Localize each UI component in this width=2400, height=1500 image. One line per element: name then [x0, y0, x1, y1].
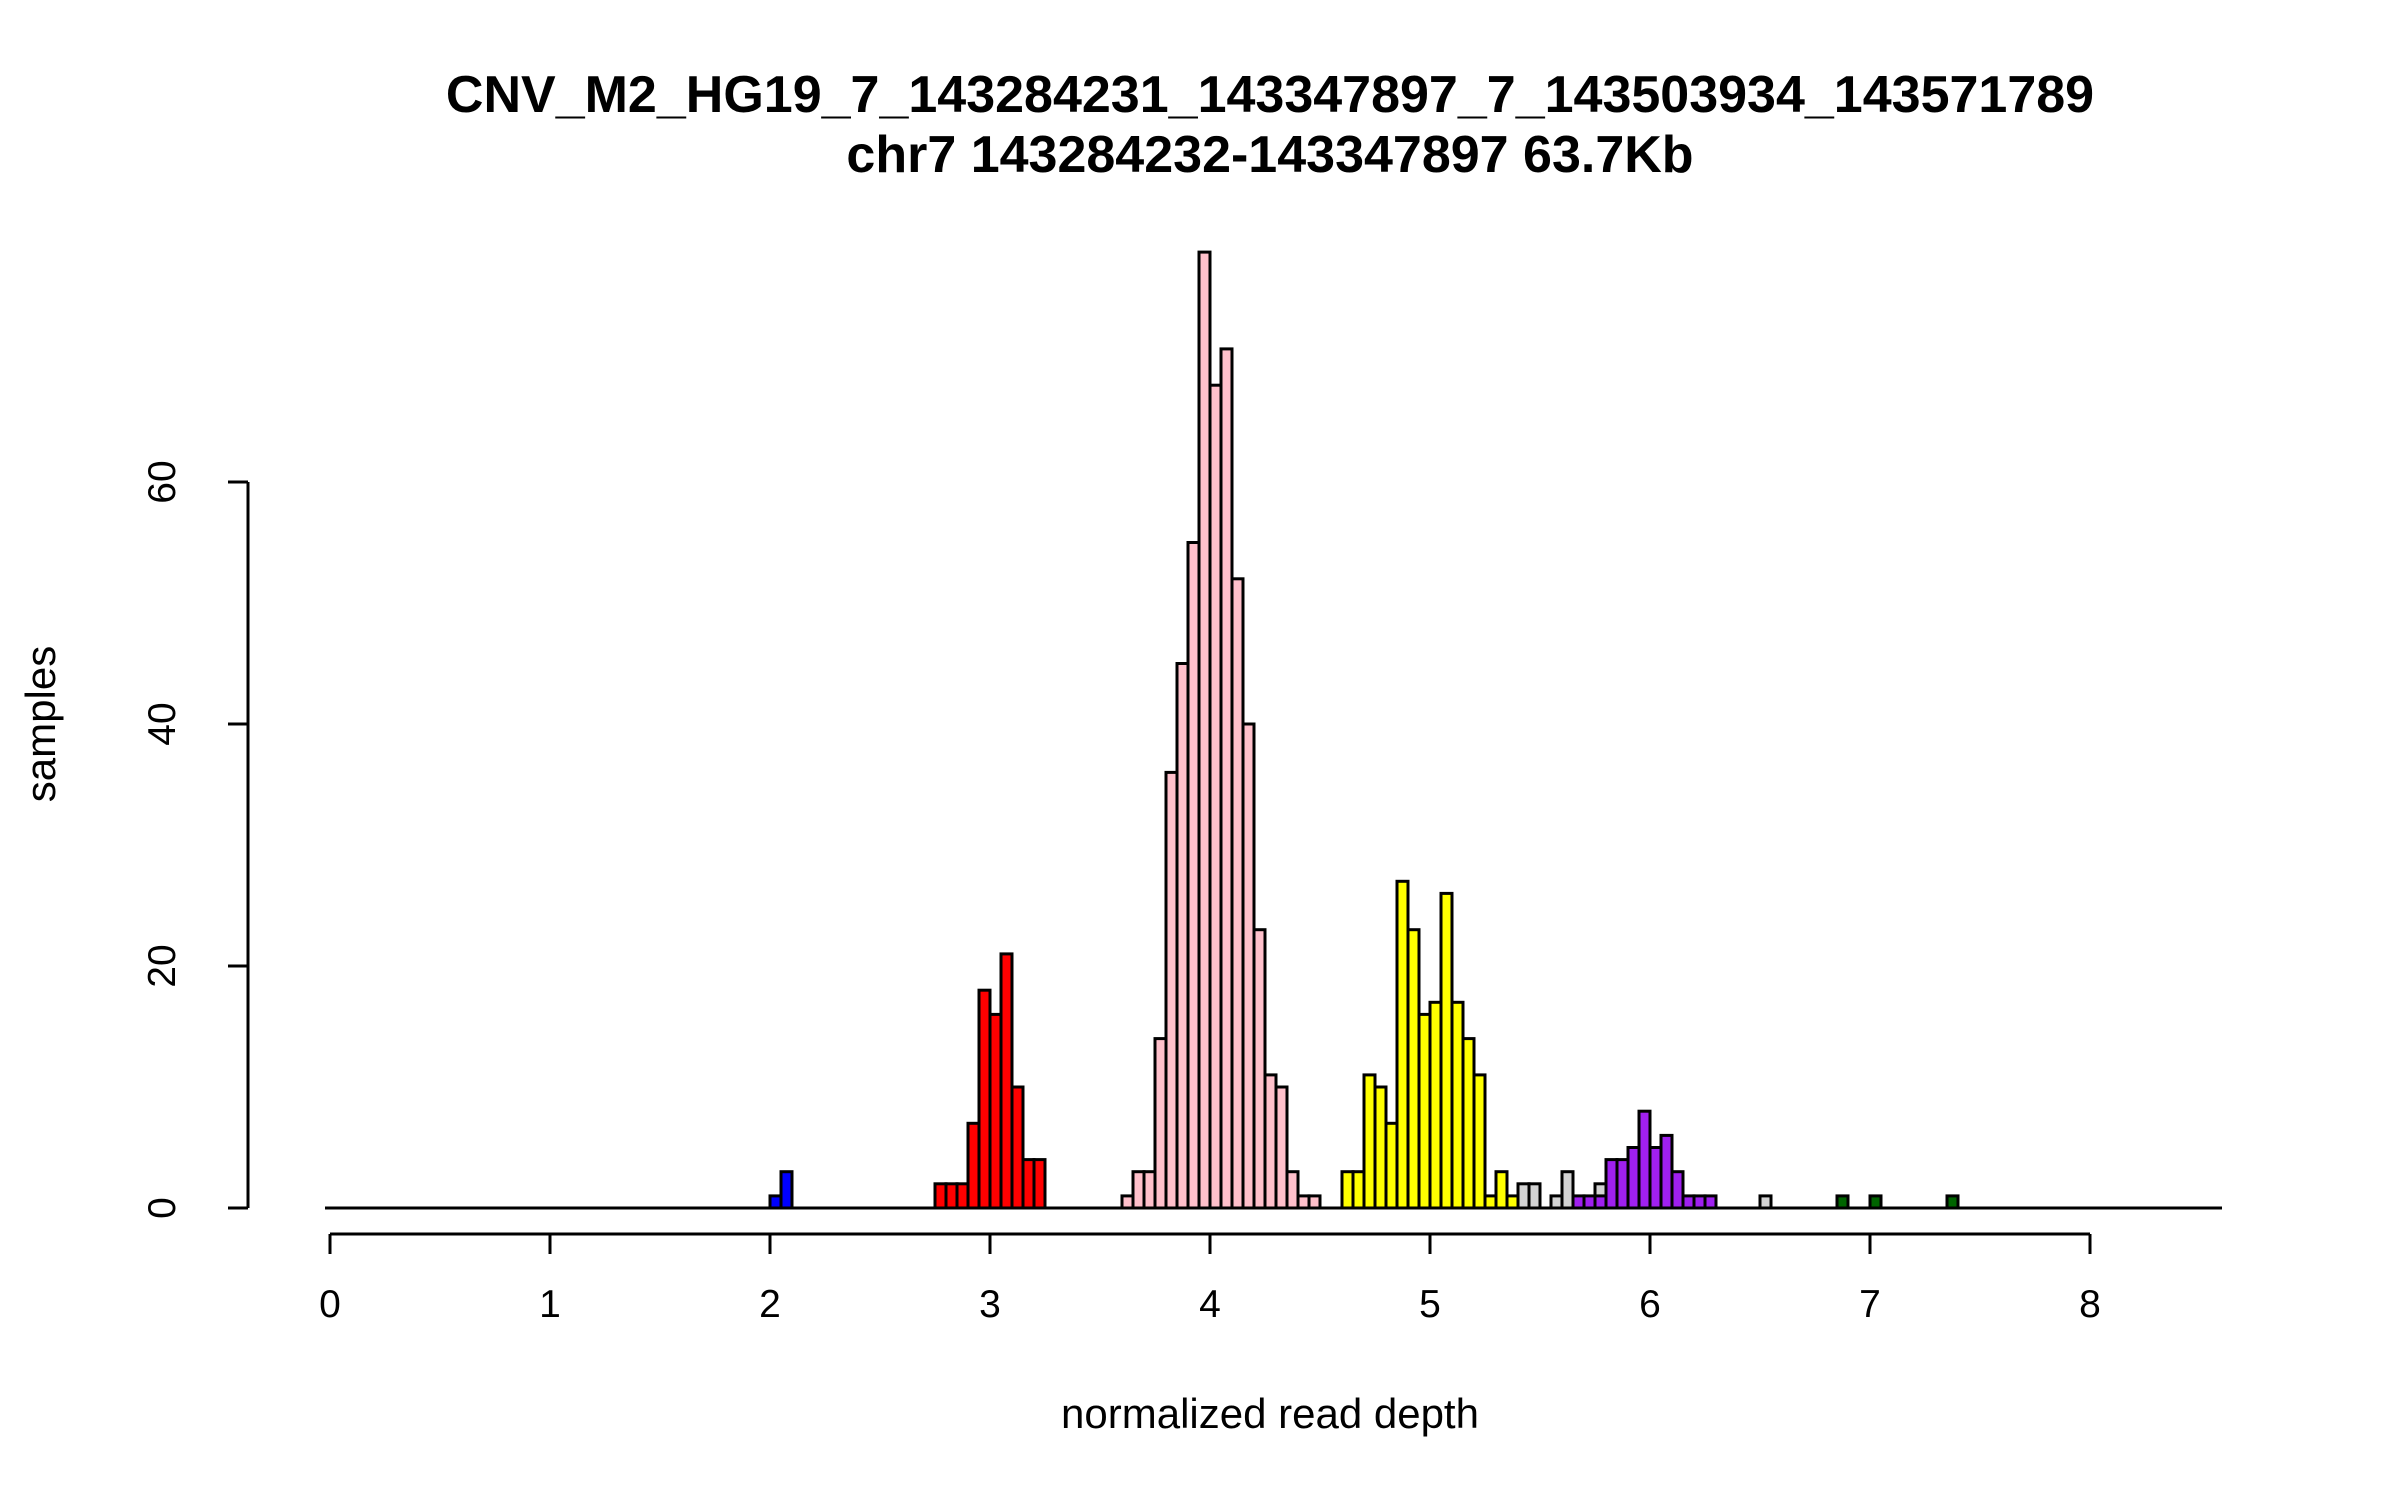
y-tick-label: 60 — [141, 460, 184, 503]
histogram-bar — [768, 1194, 783, 1210]
histogram-bar — [933, 1182, 948, 1210]
histogram-bar — [988, 1012, 1003, 1210]
histogram-bar — [1472, 1073, 1487, 1210]
x-tick-label: 4 — [1199, 1283, 1221, 1326]
histogram-bar — [1868, 1194, 1883, 1210]
histogram-bar — [1131, 1170, 1146, 1210]
histogram-bar — [1637, 1109, 1652, 1210]
histogram-bars — [768, 250, 1960, 1210]
histogram-bar — [1197, 250, 1212, 1210]
histogram-bar — [1032, 1158, 1047, 1210]
histogram-bar — [1351, 1170, 1366, 1210]
histogram-bar — [999, 952, 1014, 1210]
histogram-bar — [1241, 722, 1256, 1210]
histogram-bar — [1175, 662, 1190, 1210]
histogram-bar — [1483, 1194, 1498, 1210]
histogram-bar — [1340, 1170, 1355, 1210]
histogram-bar — [1010, 1085, 1025, 1210]
histogram-bar — [1560, 1170, 1575, 1210]
histogram-bar — [1164, 770, 1179, 1210]
histogram-bar — [1021, 1158, 1036, 1210]
histogram-bar — [1252, 928, 1267, 1210]
histogram-bar — [1527, 1182, 1542, 1210]
histogram-bar — [1648, 1146, 1663, 1210]
x-tick-label: 2 — [759, 1283, 781, 1326]
histogram-bar — [1417, 1012, 1432, 1210]
histogram-bar — [1296, 1194, 1311, 1210]
chart-subtitle: chr7 143284232-143347897 63.7Kb — [846, 126, 1693, 184]
histogram-bar — [1142, 1170, 1157, 1210]
histogram-bar — [1516, 1182, 1531, 1210]
histogram-bar — [1406, 928, 1421, 1210]
histogram-bar — [1571, 1194, 1586, 1210]
histogram-bar — [1461, 1037, 1476, 1210]
x-tick-label: 3 — [979, 1283, 1001, 1326]
histogram-bar — [779, 1170, 794, 1210]
histogram-bar — [1835, 1194, 1850, 1210]
histogram-bar — [1681, 1194, 1696, 1210]
x-tick-label: 6 — [1639, 1283, 1661, 1326]
histogram-bar — [1219, 347, 1234, 1210]
histogram-bar — [1626, 1146, 1641, 1210]
x-tick-label: 7 — [1859, 1283, 1881, 1326]
y-axis-label: samples — [17, 646, 64, 802]
histogram-bar — [1285, 1170, 1300, 1210]
histogram-bar — [1274, 1085, 1289, 1210]
histogram-bar — [1494, 1170, 1509, 1210]
y-axis: 0 20 40 60 — [141, 460, 250, 1219]
histogram-bar — [1384, 1121, 1399, 1210]
histogram-bar — [1307, 1194, 1322, 1210]
histogram-bar — [1692, 1194, 1707, 1210]
histogram-bar — [1208, 383, 1223, 1210]
histogram-bar — [1670, 1170, 1685, 1210]
histogram-bar — [1263, 1073, 1278, 1210]
histogram-bar — [966, 1121, 981, 1210]
y-tick-label: 0 — [141, 1197, 184, 1219]
histogram-bar — [1549, 1194, 1564, 1210]
histogram-bar — [1604, 1158, 1619, 1210]
histogram-bar — [1120, 1194, 1135, 1210]
histogram-bar — [1395, 879, 1410, 1210]
histogram-bar — [1582, 1194, 1597, 1210]
histogram-bar — [955, 1182, 970, 1210]
histogram-bar — [1758, 1194, 1773, 1210]
x-tick-label: 0 — [319, 1283, 341, 1326]
histogram-bar — [1186, 541, 1201, 1210]
histogram-bar — [1428, 1000, 1443, 1210]
histogram-bar — [1659, 1133, 1674, 1210]
histogram-bar — [1153, 1037, 1168, 1210]
histogram-bar — [1230, 577, 1245, 1210]
histogram-bar — [977, 988, 992, 1210]
histogram-bar — [1505, 1194, 1520, 1210]
histogram-bar — [1450, 1000, 1465, 1210]
histogram-bar — [944, 1182, 959, 1210]
y-tick-label: 20 — [141, 944, 184, 987]
x-tick-label: 8 — [2079, 1283, 2101, 1326]
x-tick-label: 5 — [1419, 1283, 1441, 1326]
histogram-bar — [1703, 1194, 1718, 1210]
histogram-bar — [1362, 1073, 1377, 1210]
chart-title: CNV_M2_HG19_7_143284231_143347897_7_1435… — [446, 66, 2094, 124]
x-tick-label: 1 — [539, 1283, 561, 1326]
x-axis-label: normalized read depth — [1061, 1390, 1479, 1437]
histogram-bar — [1373, 1085, 1388, 1210]
x-axis: 0 1 2 3 4 5 6 7 8 — [319, 1232, 2101, 1326]
histogram-bar — [1593, 1194, 1608, 1210]
histogram-bar — [1439, 891, 1454, 1210]
histogram-bar — [1615, 1158, 1630, 1210]
histogram-bar — [1945, 1194, 1960, 1210]
y-tick-label: 40 — [141, 702, 184, 745]
